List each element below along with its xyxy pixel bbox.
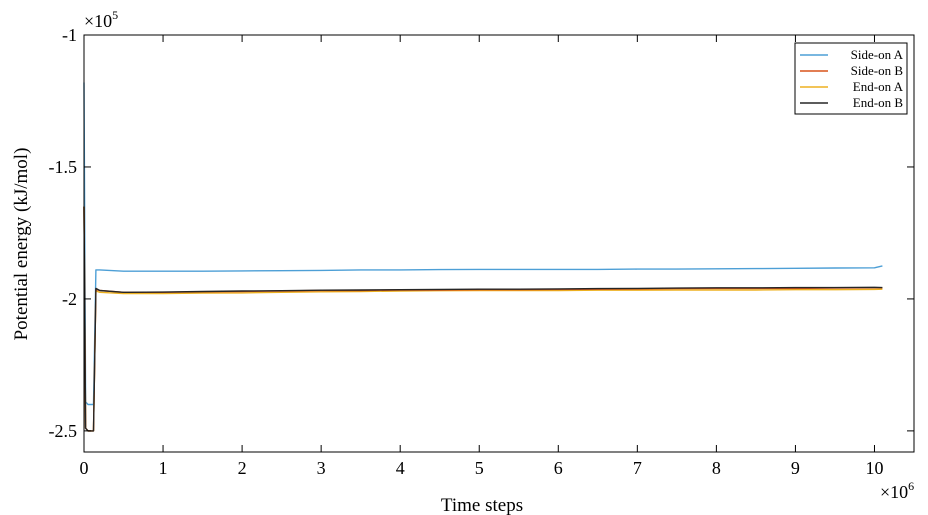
y-tick-label: -1.5	[49, 157, 78, 177]
x-tick-label: 4	[396, 458, 405, 478]
x-tick-label: 5	[475, 458, 484, 478]
y-tick-label: -2.5	[49, 421, 78, 441]
y-tick-label: -2	[62, 289, 77, 309]
y-tick-label: -1	[62, 25, 77, 45]
x-tick-label: 9	[791, 458, 800, 478]
x-tick-label: 1	[159, 458, 168, 478]
legend-label: End-on B	[853, 95, 904, 110]
x-tick-label: 0	[80, 458, 89, 478]
x-multiplier: ×106	[880, 479, 914, 502]
x-tick-label: 2	[238, 458, 247, 478]
x-tick-label: 6	[554, 458, 563, 478]
x-multiplier-base: ×10	[880, 482, 908, 502]
series-line-end-on-b	[83, 206, 883, 432]
legend-label: Side-on B	[851, 63, 904, 78]
y-multiplier-exponent: 5	[112, 8, 118, 22]
x-tick-label: 3	[317, 458, 326, 478]
ticks-layer: 0 1 2 3 4 5 6 7 8 9 10 -1 -1.5 -2 -2.5	[49, 25, 914, 478]
series-line-side-on-b	[83, 206, 883, 432]
y-multiplier-base: ×10	[84, 11, 112, 31]
legend-label: End-on A	[853, 79, 904, 94]
legend-label: Side-on A	[851, 47, 904, 62]
series-line-end-on-a	[83, 206, 883, 432]
x-tick-label: 10	[865, 458, 883, 478]
x-axis-label: Time steps	[441, 495, 523, 515]
x-multiplier-exponent: 6	[908, 479, 914, 493]
y-axis-label: Potential energy (kJ/mol)	[11, 148, 32, 341]
plot-frame	[83, 34, 915, 453]
series-layer	[83, 82, 883, 432]
y-multiplier: ×105	[84, 8, 118, 31]
x-tick-label: 7	[633, 458, 642, 478]
x-tick-label: 8	[712, 458, 721, 478]
series-line-side-on-a	[83, 82, 883, 406]
